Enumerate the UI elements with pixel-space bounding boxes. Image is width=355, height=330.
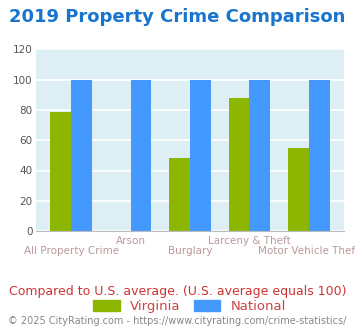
Legend: Virginia, National: Virginia, National <box>89 296 290 317</box>
Bar <box>309 80 329 231</box>
Text: All Property Crime: All Property Crime <box>23 246 119 256</box>
Bar <box>131 80 151 231</box>
Bar <box>50 112 71 231</box>
Bar <box>71 80 92 231</box>
Text: Compared to U.S. average. (U.S. average equals 100): Compared to U.S. average. (U.S. average … <box>9 285 346 298</box>
Bar <box>288 148 309 231</box>
Text: 2019 Property Crime Comparison: 2019 Property Crime Comparison <box>9 8 346 26</box>
Text: Motor Vehicle Theft: Motor Vehicle Theft <box>258 246 355 256</box>
Bar <box>169 158 190 231</box>
Text: Burglary: Burglary <box>168 246 212 256</box>
Text: © 2025 CityRating.com - https://www.cityrating.com/crime-statistics/: © 2025 CityRating.com - https://www.city… <box>8 316 347 326</box>
Text: Larceny & Theft: Larceny & Theft <box>208 236 291 246</box>
Bar <box>190 80 211 231</box>
Bar <box>229 98 249 231</box>
Text: Arson: Arson <box>115 236 146 246</box>
Bar <box>249 80 270 231</box>
